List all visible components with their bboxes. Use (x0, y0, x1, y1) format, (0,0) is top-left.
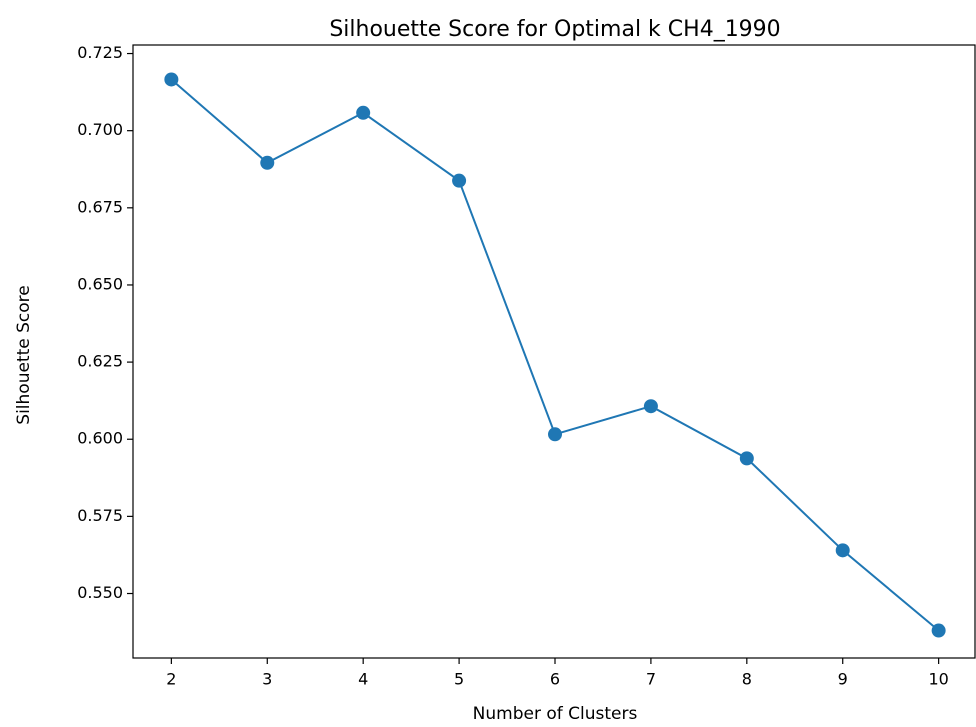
marker (164, 72, 179, 87)
x-tick-label: 2 (166, 670, 176, 689)
marker (260, 155, 275, 170)
marker (643, 399, 658, 414)
y-tick-label: 0.675 (77, 197, 123, 216)
chart-title: Silhouette Score for Optimal k CH4_1990 (329, 17, 780, 42)
x-axis-label: Number of Clusters (473, 704, 638, 724)
x-tick-label: 5 (454, 670, 464, 689)
y-tick-label: 0.625 (77, 352, 123, 371)
x-tick-label: 4 (358, 670, 368, 689)
x-tick-label: 3 (262, 670, 272, 689)
plot-frame (132, 44, 976, 659)
line (170, 78, 940, 632)
x-tick-label: 6 (550, 670, 560, 689)
marker (739, 451, 754, 466)
x-tick-label: 8 (742, 670, 752, 689)
marker (931, 623, 946, 638)
marker (356, 105, 371, 120)
x-tick-label: 7 (646, 670, 656, 689)
marker (452, 173, 467, 188)
y-tick-label: 0.700 (77, 120, 123, 139)
y-axis-label: Silhouette Score (14, 285, 34, 424)
marker (548, 427, 562, 442)
y-tick-label: 0.650 (77, 274, 123, 293)
x-tick-label: 10 (928, 670, 948, 689)
marker (835, 543, 850, 558)
y-tick-label: 0.550 (77, 583, 123, 602)
y-tick-label: 0.600 (77, 429, 123, 448)
y-tick-label: 0.575 (77, 506, 123, 525)
x-tick-label: 9 (838, 670, 848, 689)
y-tick-label: 0.725 (77, 43, 123, 62)
